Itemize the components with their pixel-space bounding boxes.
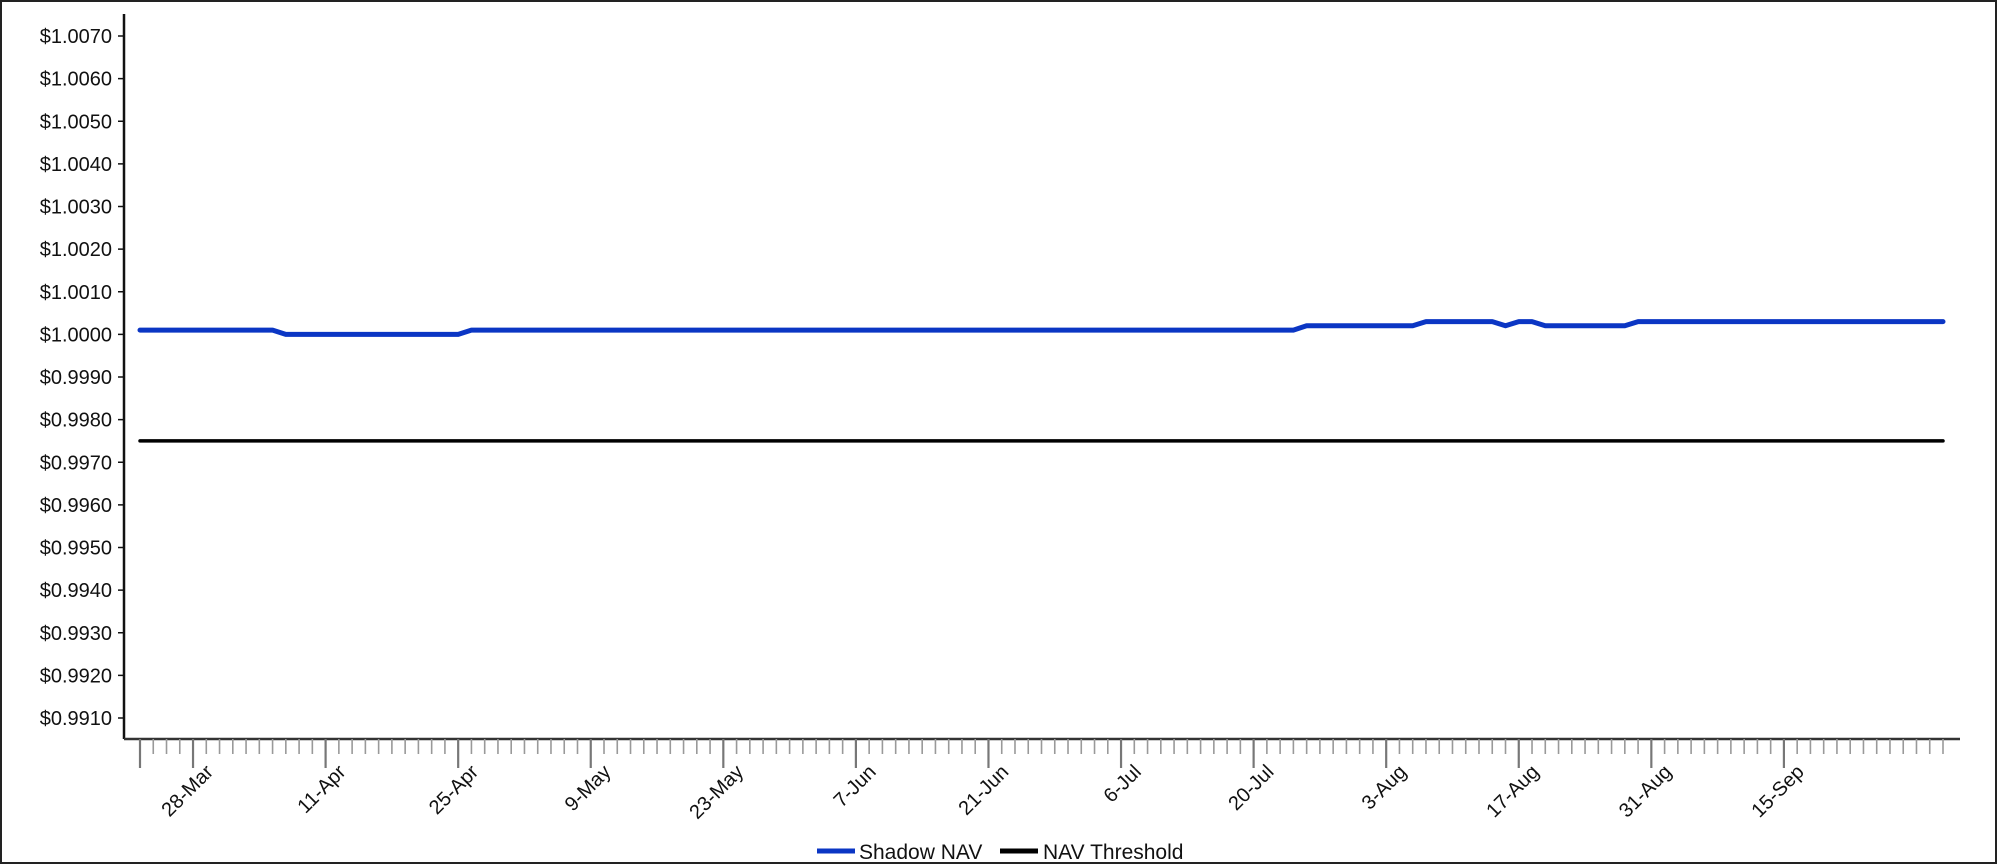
legend: Shadow NAV NAV Threshold [817,841,1183,864]
y-tick-label: $1.0040 [40,154,112,176]
x-axis: 28-Mar 11-Apr 25-Apr 9-May 23-May 7-Jun 21-Jun… [124,737,1960,824]
y-tick-label: $1.0050 [40,111,112,133]
x-tick-label: 17-Aug [1482,761,1543,822]
series-lines [137,319,1946,443]
x-tick-label: 9-May [561,761,616,816]
x-tick-label: 15-Sep [1748,761,1809,822]
x-tick-label: 20-Jul [1224,761,1278,815]
y-tick-label: $0.9960 [40,495,112,517]
y-tick-label: $1.0000 [40,324,112,346]
y-axis: $1.0070 $1.0060 $1.0050 $1.0040 $1.0030 $1.00… [40,14,126,739]
y-tick-label: $0.9910 [40,708,112,730]
x-tick-label: 7-Jun [830,761,881,812]
y-tick-label: $1.0070 [40,26,112,48]
series-line-shadow-nav [137,319,1946,337]
y-tick-label: $0.9980 [40,410,112,432]
y-tick-label: $0.9920 [40,665,112,687]
legend-label: NAV Threshold [1043,841,1183,864]
x-tick-label: 28-Mar [157,761,218,822]
y-tick-label: $1.0030 [40,197,112,219]
y-tick-label: $0.9930 [40,623,112,645]
x-tick-label: 23-May [685,761,748,824]
y-tick-label: $0.9990 [40,367,112,389]
x-tick-label: 3-Aug [1358,761,1411,814]
y-tick-label: $0.9970 [40,452,112,474]
x-tick-label: 31-Aug [1615,761,1676,822]
y-tick-label: $0.9940 [40,580,112,602]
y-tick-label: $1.0010 [40,282,112,304]
y-tick-label: $1.0020 [40,239,112,261]
x-tick-label: 21-Jun [954,761,1013,820]
x-tick-label: 11-Apr [293,761,350,818]
x-tick-label: 25-Apr [425,761,483,819]
x-tick-label: 6-Jul [1100,761,1146,807]
legend-label: Shadow NAV [859,841,982,864]
y-tick-label: $0.9950 [40,538,112,560]
y-tick-label: $1.0060 [40,69,112,91]
